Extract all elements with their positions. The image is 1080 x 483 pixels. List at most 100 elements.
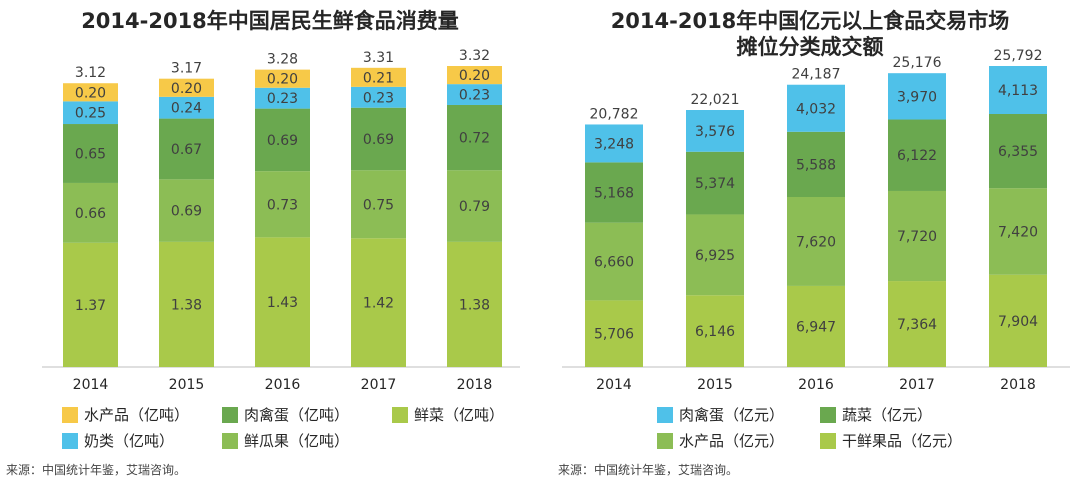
data-label: 0.72: [459, 131, 490, 147]
total-label: 24,187: [792, 67, 841, 83]
legend-label: 鲜菜（亿吨）: [414, 406, 505, 424]
data-label: 6,122: [897, 148, 937, 164]
data-label: 6,660: [594, 255, 634, 271]
left-chart-source: 来源：中国统计年鉴，艾瑞咨询。: [6, 463, 187, 477]
bar-segment: [787, 131, 845, 197]
bar-segment: [888, 119, 946, 191]
data-label: 6,925: [695, 248, 735, 264]
bar-segment: [787, 84, 845, 132]
legend-swatch: [820, 432, 836, 449]
data-label: 5,706: [594, 327, 634, 343]
x-tick-label: 2014: [73, 377, 109, 393]
data-label: 3,248: [594, 136, 634, 152]
data-label: 1.38: [171, 297, 202, 313]
data-label: 0.25: [75, 106, 106, 122]
bar-segment: [447, 241, 502, 367]
data-label: 7,620: [796, 234, 836, 250]
data-label: 6,355: [998, 144, 1038, 160]
data-label: 0.73: [267, 197, 298, 213]
data-label: 0.20: [75, 85, 106, 101]
bar-segment: [447, 104, 502, 171]
legend-label: 干鲜果品（亿元）: [842, 432, 963, 450]
bar-segment: [888, 73, 946, 120]
data-label: 4,113: [998, 83, 1038, 99]
data-label: 0.69: [171, 204, 202, 220]
legend-swatch: [392, 406, 408, 423]
bar-segment: [787, 285, 845, 367]
total-label: 22,021: [691, 92, 740, 108]
bar-segment: [159, 96, 214, 119]
legend-item: 肉禽蛋（亿吨）: [222, 404, 349, 425]
data-label: 6,947: [796, 319, 836, 335]
bar-segment: [888, 281, 946, 367]
data-label: 7,720: [897, 229, 937, 245]
right-chart-panel: 2014-2018年中国亿元以上食品交易市场 摊位分类成交额 5,706 6,66…: [540, 0, 1080, 483]
right-chart-title-line2: 摊位分类成交额: [736, 35, 884, 59]
bar-segment: [63, 124, 118, 183]
x-tick-label: 2015: [169, 377, 205, 393]
bar-segment: [686, 151, 744, 215]
bar-segment: [159, 118, 214, 180]
data-label: 5,588: [796, 157, 836, 173]
x-tick-label: 2016: [798, 377, 834, 393]
right-chart-title: 2014-2018年中国亿元以上食品交易市场: [610, 9, 1010, 33]
total-label: 3.12: [75, 65, 106, 81]
legend-label: 肉禽蛋（亿吨）: [244, 406, 350, 424]
left-chart-panel: 2014-2018年中国居民生鲜食品消费量 1.37 0.66 0.65 0.25 0.…: [6, 9, 520, 477]
legend-label: 水产品（亿元）: [679, 432, 785, 450]
data-label: 0.67: [171, 142, 202, 158]
legend-item: 干鲜果品（亿元）: [820, 430, 962, 451]
legend-swatch: [820, 406, 836, 423]
data-label: 0.69: [363, 132, 394, 148]
legend-item: 鲜菜（亿吨）: [392, 404, 504, 425]
right-chart-plot: 5,706 6,660 5,168 3,248 20,782 2014 6,146 6,925…: [562, 48, 1070, 393]
bar-segment: [351, 238, 406, 367]
left-chart-title: 2014-2018年中国居民生鲜食品消费量: [81, 9, 459, 33]
legend-label: 水产品（亿吨）: [84, 406, 190, 424]
data-label: 1.38: [459, 297, 490, 313]
bar-segment: [989, 113, 1047, 189]
x-tick-label: 2014: [596, 377, 632, 393]
legend-swatch: [62, 406, 78, 423]
legend-swatch: [657, 406, 673, 423]
data-label: 0.20: [267, 72, 298, 88]
bar-segment: [159, 241, 214, 367]
data-label: 5,374: [695, 176, 735, 192]
data-label: 0.23: [363, 90, 394, 106]
bar-segment: [787, 196, 845, 286]
data-label: 5,168: [594, 186, 634, 202]
bar-segment: [255, 87, 310, 109]
legend-item: 水产品（亿元）: [657, 430, 784, 451]
data-label: 0.20: [459, 68, 490, 84]
legend-label: 蔬菜（亿元）: [842, 406, 933, 424]
total-label: 3.17: [171, 61, 202, 77]
legend-swatch: [62, 432, 78, 449]
total-label: 3.32: [459, 48, 490, 64]
legend-item: 肉禽蛋（亿元）: [657, 404, 784, 425]
data-label: 1.42: [363, 296, 394, 312]
bar-segment: [351, 86, 406, 108]
data-label: 7,364: [897, 317, 937, 333]
data-label: 7,420: [998, 224, 1038, 240]
bar-segment: [989, 274, 1047, 367]
x-tick-label: 2017: [899, 377, 935, 393]
data-label: 0.20: [171, 81, 202, 97]
bar-segment: [159, 179, 214, 242]
data-label: 0.75: [363, 197, 394, 213]
bar-segment: [686, 214, 744, 296]
legend-label: 鲜瓜果（亿吨）: [244, 432, 350, 450]
bar-segment: [63, 83, 118, 102]
bar-segment: [255, 237, 310, 367]
data-label: 0.69: [267, 133, 298, 149]
bar-segment: [63, 242, 118, 367]
data-label: 6,146: [695, 324, 735, 340]
bar-segment: [255, 69, 310, 88]
bar-segment: [255, 108, 310, 172]
bar-segment: [585, 124, 643, 163]
left-chart-plot: 1.37 0.66 0.65 0.25 0.20 3.12 2014 1.38 0.69 0.67…: [42, 48, 520, 393]
legend-swatch: [222, 432, 238, 449]
total-label: 25,792: [994, 48, 1043, 64]
data-label: 7,904: [998, 314, 1038, 330]
total-label: 20,782: [590, 106, 639, 122]
bar-segment: [989, 66, 1047, 114]
